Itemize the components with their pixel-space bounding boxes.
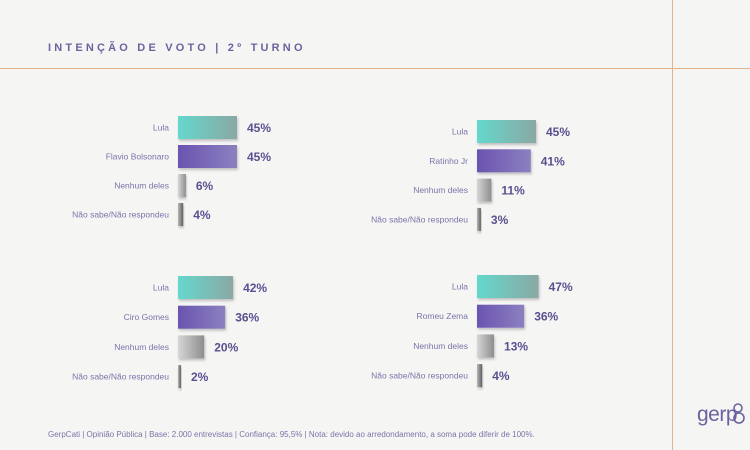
category-label: Não sabe/Não respondeu	[72, 210, 169, 220]
bar-2-2	[477, 149, 531, 173]
chart-panel-4: Lula 47% Romeu Zema 36% Nenhum deles 13% Não s…	[371, 275, 573, 388]
chart-panel-3: Lula 42% Ciro Gomes 36% Nenhum deles 20% Não s…	[72, 276, 267, 389]
bar-4-3	[477, 334, 494, 358]
category-label: Lula	[153, 283, 169, 293]
value-label: 47%	[549, 280, 573, 294]
category-label: Nenhum deles	[413, 185, 468, 195]
value-label: 2%	[191, 370, 209, 384]
value-label: 11%	[501, 184, 525, 198]
bar-1-1	[178, 116, 237, 139]
value-label: 4%	[492, 369, 510, 383]
category-label: Lula	[452, 282, 468, 292]
chart-panel-2: Lula 45% Ratinho Jr 41% Nenhum deles 11% Não s…	[371, 120, 570, 231]
value-label: 36%	[235, 311, 259, 325]
value-label: 36%	[534, 310, 558, 324]
bar-4-2	[477, 304, 525, 328]
value-label: 45%	[247, 121, 271, 135]
category-label: Ciro Gomes	[124, 312, 169, 322]
bar-1-2	[178, 145, 237, 168]
bar-4-1	[477, 275, 539, 298]
category-label: Nenhum deles	[114, 181, 169, 191]
bar-3-1	[178, 276, 234, 299]
footer-note: GerpCati | Opinião Pública | Base: 2.000…	[48, 430, 535, 439]
right-divider	[672, 0, 673, 450]
bar-2-4	[477, 207, 481, 231]
chart-panel-1: Lula 45% Flavio Bolsonaro 45% Nenhum deles 6%…	[72, 116, 271, 226]
bar-4-4	[477, 364, 483, 388]
category-label: Não sabe/Não respondeu	[371, 214, 468, 224]
category-label: Lula	[153, 123, 169, 133]
category-label: Não sabe/Não respondeu	[371, 371, 468, 381]
bar-3-2	[178, 305, 226, 329]
gerp-logo-text: gerp	[697, 403, 738, 426]
category-label: Lula	[452, 127, 468, 137]
value-label: 42%	[243, 281, 267, 295]
category-label: Flavio Bolsonaro	[106, 152, 170, 162]
value-label: 6%	[196, 179, 214, 193]
category-label: Nenhum deles	[114, 342, 169, 352]
category-label: Nenhum deles	[413, 341, 468, 351]
bar-1-4	[178, 203, 184, 226]
value-label: 45%	[247, 150, 271, 164]
value-label: 4%	[193, 208, 211, 222]
bar-3-4	[178, 365, 181, 389]
value-label: 20%	[214, 340, 238, 354]
value-label: 3%	[491, 213, 509, 227]
value-label: 45%	[546, 125, 570, 139]
bar-1-3	[178, 174, 186, 197]
category-label: Romeu Zema	[417, 311, 469, 321]
header-divider	[0, 68, 750, 69]
bar-2-1	[477, 120, 536, 143]
category-label: Ratinho Jr	[429, 156, 468, 166]
gerp-logo-icon	[733, 403, 745, 424]
bar-2-3	[477, 178, 492, 202]
page-title: INTENÇÃO DE VOTO | 2º TURNO	[48, 42, 306, 54]
category-label: Não sabe/Não respondeu	[72, 372, 169, 382]
bar-3-3	[178, 335, 205, 359]
value-label: 41%	[541, 154, 565, 168]
value-label: 13%	[504, 339, 528, 353]
